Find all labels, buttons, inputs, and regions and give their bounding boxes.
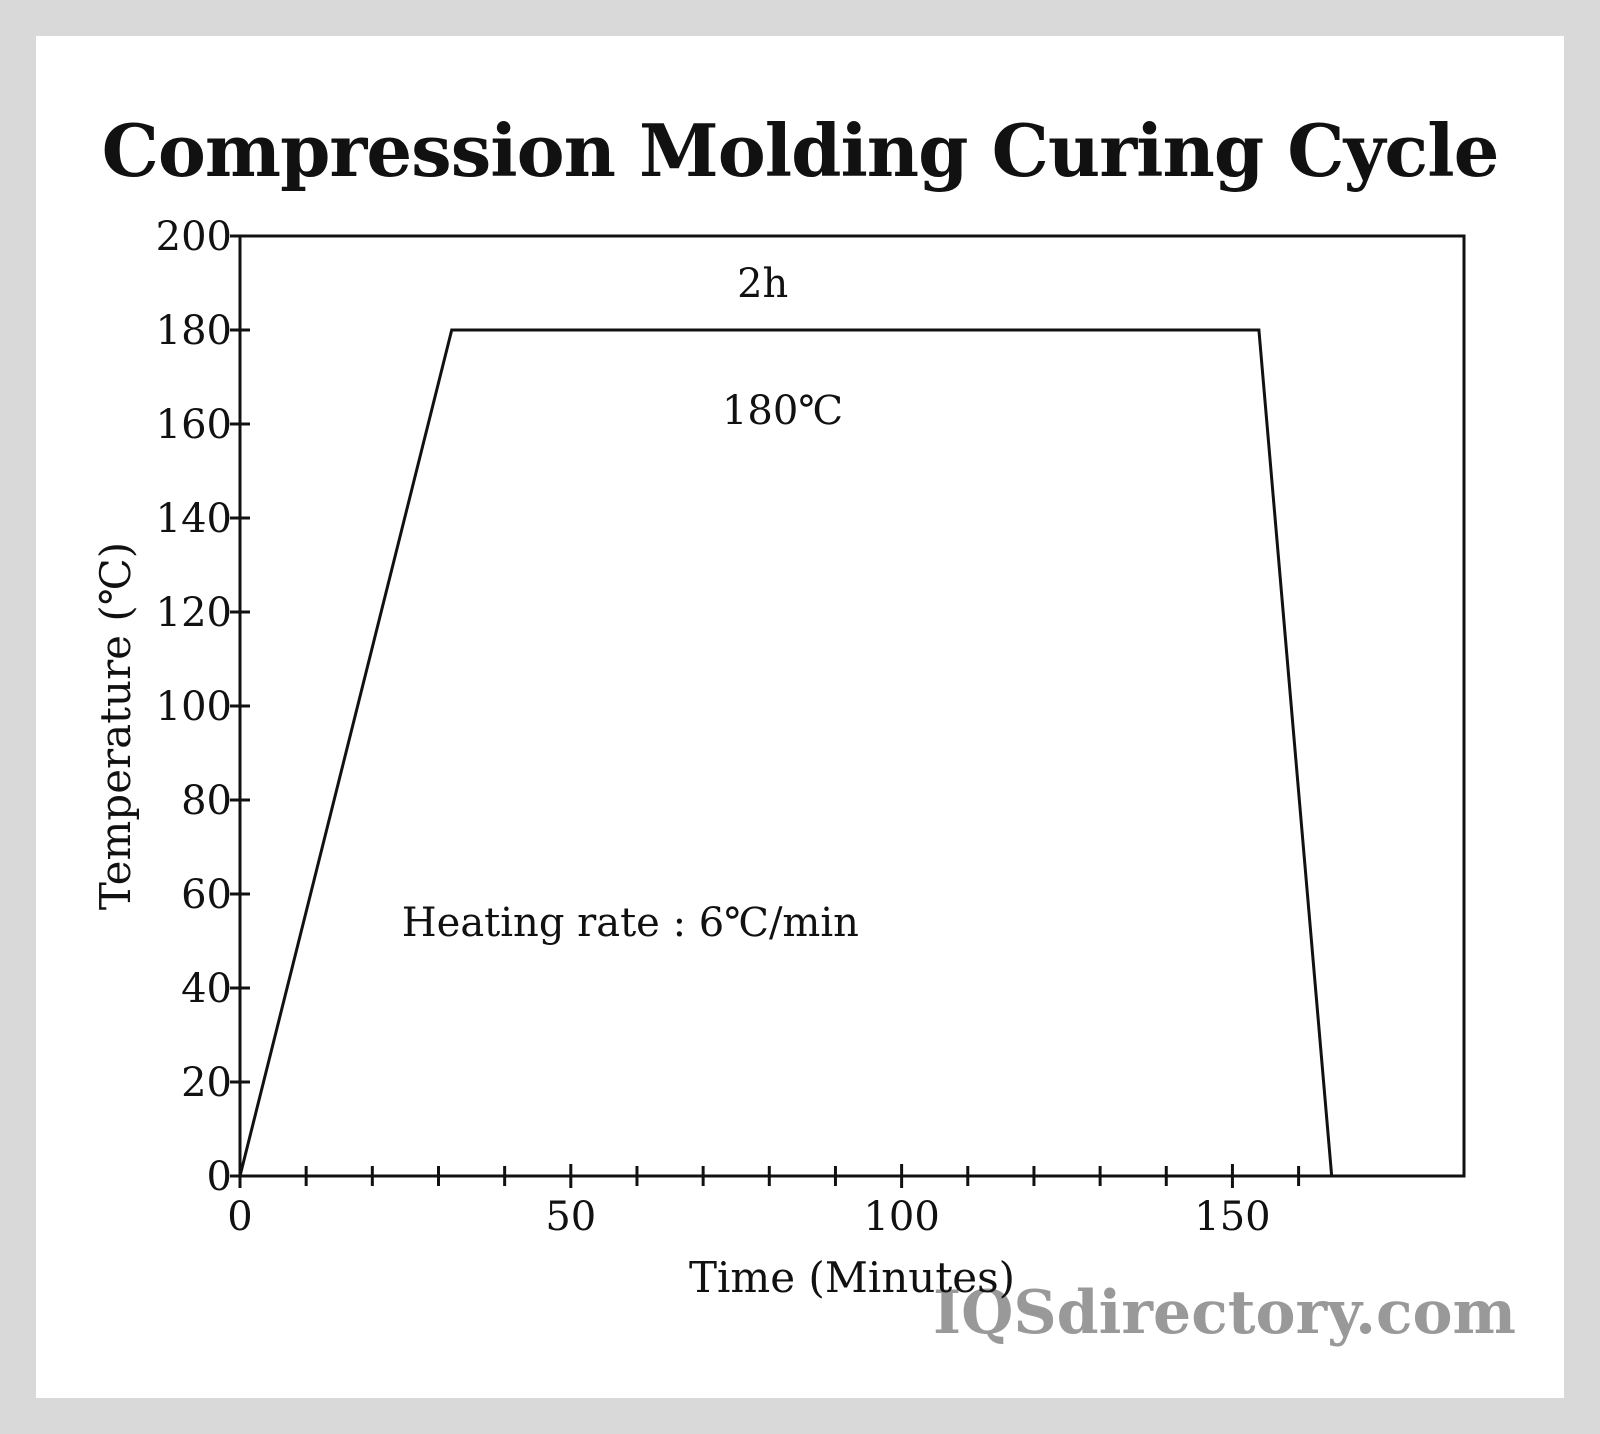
y-tick-label: 20 [181,1060,232,1106]
y-tick-label: 200 [156,214,232,260]
y-axis-label: Temperature (℃) [91,542,140,910]
y-tick-label: 120 [156,590,232,636]
y-tick-label: 160 [156,402,232,448]
x-axis-label: Time (Minutes) [689,1253,1015,1302]
y-tick-label: 100 [156,684,232,730]
y-tick-label: 80 [181,778,232,824]
annotation-label: Heating rate : 6℃/min [402,900,859,946]
annotation-label: 180℃ [722,388,843,434]
annotation-label: 2h [737,261,788,307]
y-tick-label: 60 [181,872,232,918]
x-tick-label: 100 [863,1194,939,1240]
x-tick-label: 150 [1194,1194,1270,1240]
chart-title: Compression Molding Curing Cycle [101,108,1500,193]
plot-frame [238,234,1466,1178]
y-tick-label: 180 [156,308,232,354]
x-tick-label: 0 [227,1194,252,1240]
chart-card: Compression Molding Curing Cycle IQSdire… [36,36,1564,1398]
y-tick-label: 0 [207,1154,232,1200]
curing-cycle-line [238,328,1334,1177]
watermark-logo: IQSdirectory.com [933,1278,1516,1348]
x-tick-label: 50 [545,1194,596,1240]
y-tick-label: 140 [156,496,232,542]
y-tick-label: 40 [181,966,232,1012]
